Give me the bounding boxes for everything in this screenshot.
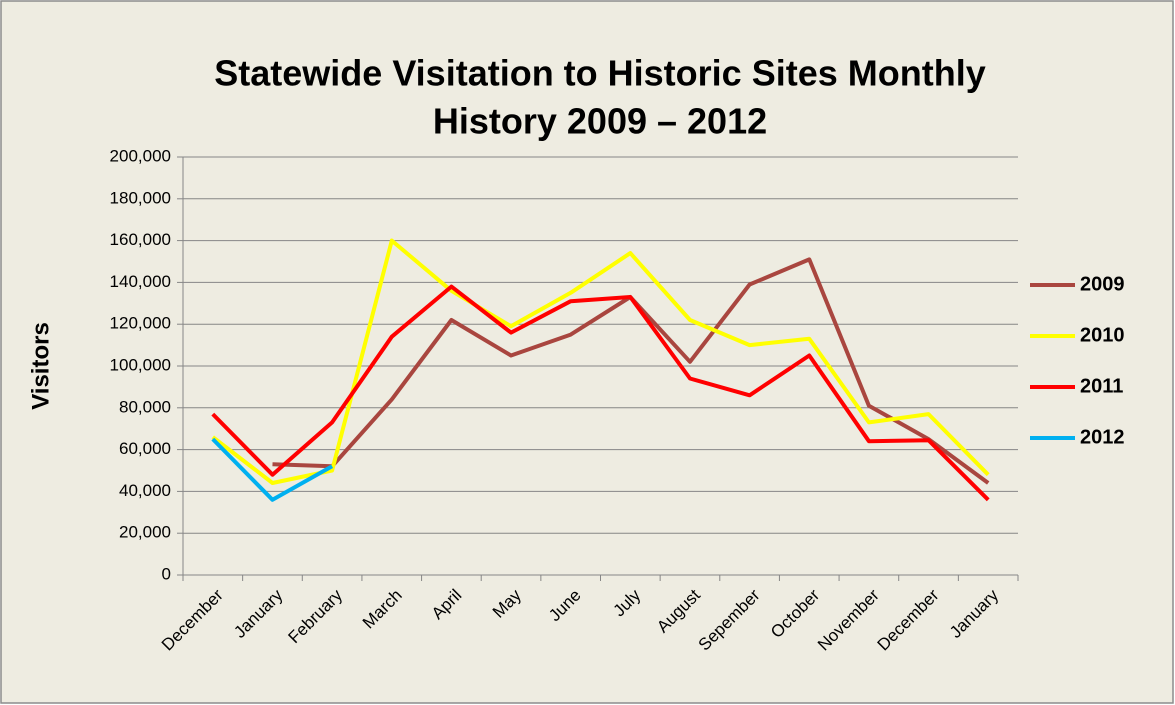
legend-label: 2009 bbox=[1080, 273, 1125, 295]
y-tick-label: 80,000 bbox=[119, 397, 171, 416]
chart-title: Statewide Visitation to Historic Sites M… bbox=[214, 53, 985, 94]
series-line bbox=[211, 437, 334, 502]
chart-title: History 2009 – 2012 bbox=[433, 101, 767, 142]
series-line bbox=[211, 284, 990, 502]
y-tick-label: 180,000 bbox=[110, 188, 171, 207]
legend-label: 2011 bbox=[1080, 375, 1123, 397]
y-tick-label: 200,000 bbox=[110, 146, 171, 165]
y-tick-label: 20,000 bbox=[119, 523, 171, 542]
y-tick-label: 40,000 bbox=[119, 481, 171, 500]
y-tick-label: 120,000 bbox=[110, 314, 171, 333]
y-tick-label: 140,000 bbox=[110, 272, 171, 291]
y-tick-label: 60,000 bbox=[119, 439, 171, 458]
y-tick-label: 160,000 bbox=[110, 230, 171, 249]
legend-label: 2010 bbox=[1080, 324, 1125, 346]
y-tick-label: 0 bbox=[162, 564, 171, 583]
legend-label: 2012 bbox=[1080, 426, 1125, 448]
series-line bbox=[211, 238, 990, 485]
y-axis-title: Visitors bbox=[27, 322, 54, 410]
y-tick-label: 100,000 bbox=[110, 355, 171, 374]
